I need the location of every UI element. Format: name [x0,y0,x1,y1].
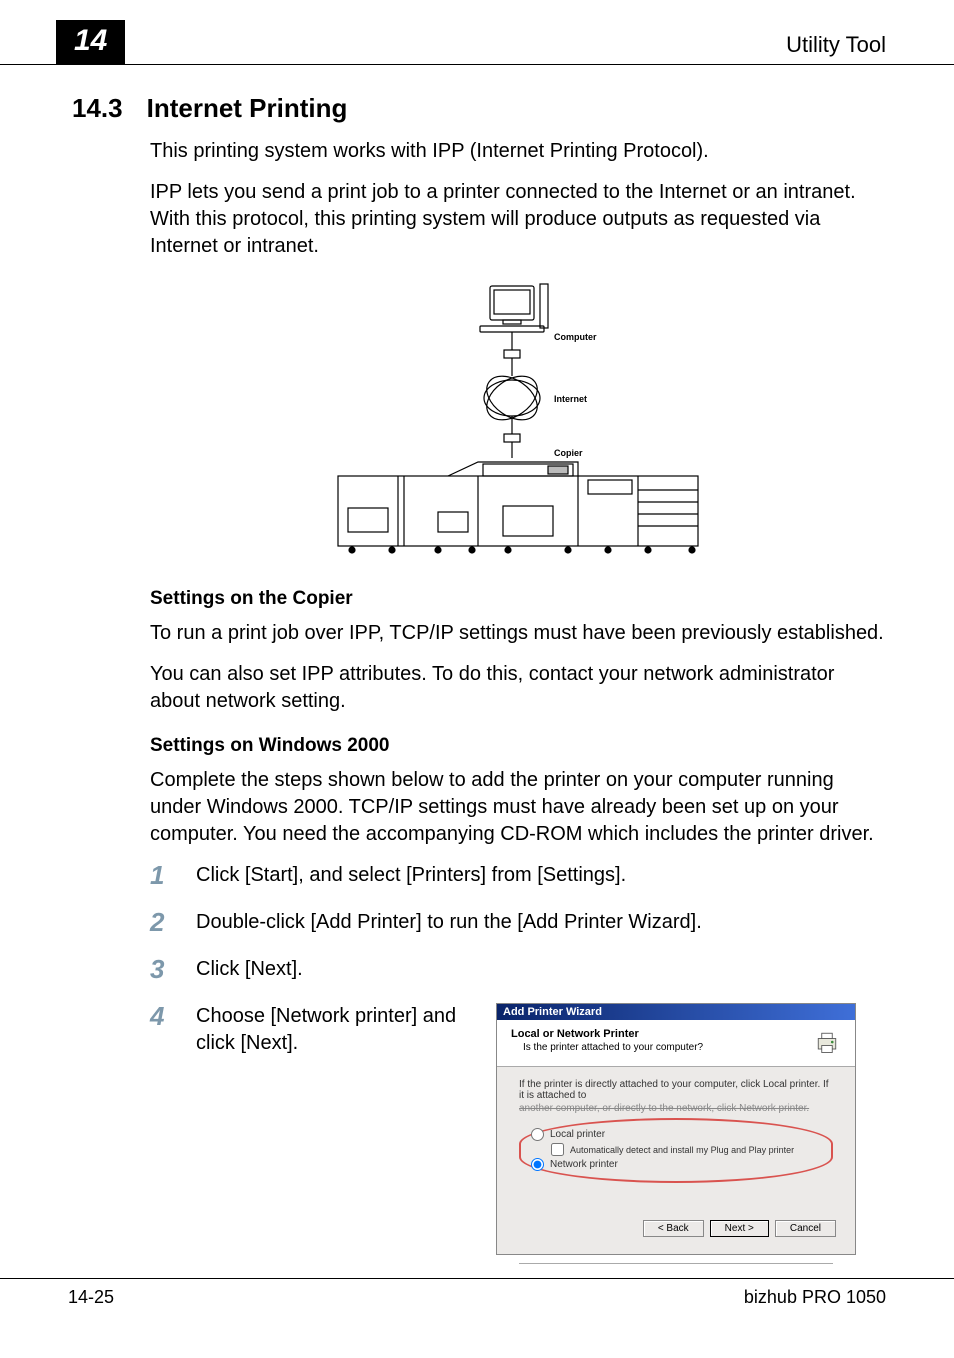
step-text: Double-click [Add Printer] to run the [A… [196,909,886,936]
step-number: 1 [150,862,168,888]
subsection-windows-title: Settings on Windows 2000 [150,735,886,757]
step-text: Click [Next]. [196,956,886,983]
subsection-copier-title: Settings on the Copier [150,588,886,610]
topology-diagram: Computer Internet Copier [150,280,886,560]
section-number: 14.3 [72,93,123,124]
back-button[interactable]: < Back [643,1220,704,1237]
wizard-footer: < Back Next > Cancel [643,1220,836,1237]
step-2: 2 Double-click [Add Printer] to run the … [150,909,886,936]
step-4: 4 Choose [Network printer] and click [Ne… [150,1003,886,1255]
sub1-p2: You can also set IPP attributes. To do t… [150,661,886,715]
diagram-label-copier: Copier [554,448,583,458]
section-title: Internet Printing [147,93,348,124]
sub1-p1: To run a print job over IPP, TCP/IP sett… [150,620,886,647]
wizard-header-subtitle: Is the printer attached to your computer… [523,1042,703,1053]
checkbox-auto-detect[interactable]: Automatically detect and install my Plug… [551,1143,821,1156]
intro-paragraph-2: IPP lets you send a print job to a print… [150,179,886,260]
checkbox-input[interactable] [551,1143,564,1156]
page-number: 14-25 [68,1287,114,1308]
diagram-label-internet: Internet [554,394,587,404]
steps-list: 1 Click [Start], and select [Printers] f… [150,862,886,1255]
wizard-instruction-2: another computer, or directly to the net… [519,1103,833,1114]
step-3: 3 Click [Next]. [150,956,886,983]
diagram-label-computer: Computer [554,332,597,342]
radio-input[interactable] [531,1128,544,1141]
cancel-button[interactable]: Cancel [775,1220,836,1237]
header-title: Utility Tool [786,32,886,64]
step-number: 4 [150,1003,168,1029]
add-printer-wizard-screenshot: Add Printer Wizard Local or Network Prin… [496,1003,856,1255]
page-header: 14 Utility Tool [0,20,954,65]
radio-network-printer[interactable]: Network printer [531,1158,821,1171]
next-button[interactable]: Next > [710,1220,769,1237]
radio-label: Local printer [550,1129,605,1140]
intro-paragraph-1: This printing system works with IPP (Int… [150,138,886,165]
radio-label: Network printer [550,1159,618,1170]
wizard-body: If the printer is directly attached to y… [497,1067,855,1272]
printer-icon [813,1028,841,1056]
step-text: Click [Start], and select [Printers] fro… [196,862,886,889]
radio-local-printer[interactable]: Local printer [531,1128,821,1141]
step-number: 3 [150,956,168,982]
checkbox-label: Automatically detect and install my Plug… [570,1145,794,1155]
sub2-p1: Complete the steps shown below to add th… [150,767,886,848]
page-footer: 14-25 bizhub PRO 1050 [0,1278,954,1308]
chapter-number-tab: 14 [56,20,125,64]
radio-input[interactable] [531,1158,544,1171]
page: 14 Utility Tool 14.3 Internet Printing T… [0,0,954,1358]
step-number: 2 [150,909,168,935]
diagram-svg: Computer Internet Copier [308,280,728,560]
wizard-header-title: Local or Network Printer [511,1028,703,1040]
content-area: 14.3 Internet Printing This printing sys… [0,93,954,1255]
section-heading: 14.3 Internet Printing [72,93,886,124]
wizard-instruction: If the printer is directly attached to y… [519,1079,833,1101]
wizard-options-highlight: Local printer Automatically detect and i… [519,1118,833,1183]
step-text: Choose [Network printer] and click [Next… [196,1003,476,1255]
wizard-header: Local or Network Printer Is the printer … [497,1020,855,1067]
wizard-titlebar: Add Printer Wizard [497,1004,855,1020]
step-1: 1 Click [Start], and select [Printers] f… [150,862,886,889]
model-name: bizhub PRO 1050 [744,1287,886,1308]
